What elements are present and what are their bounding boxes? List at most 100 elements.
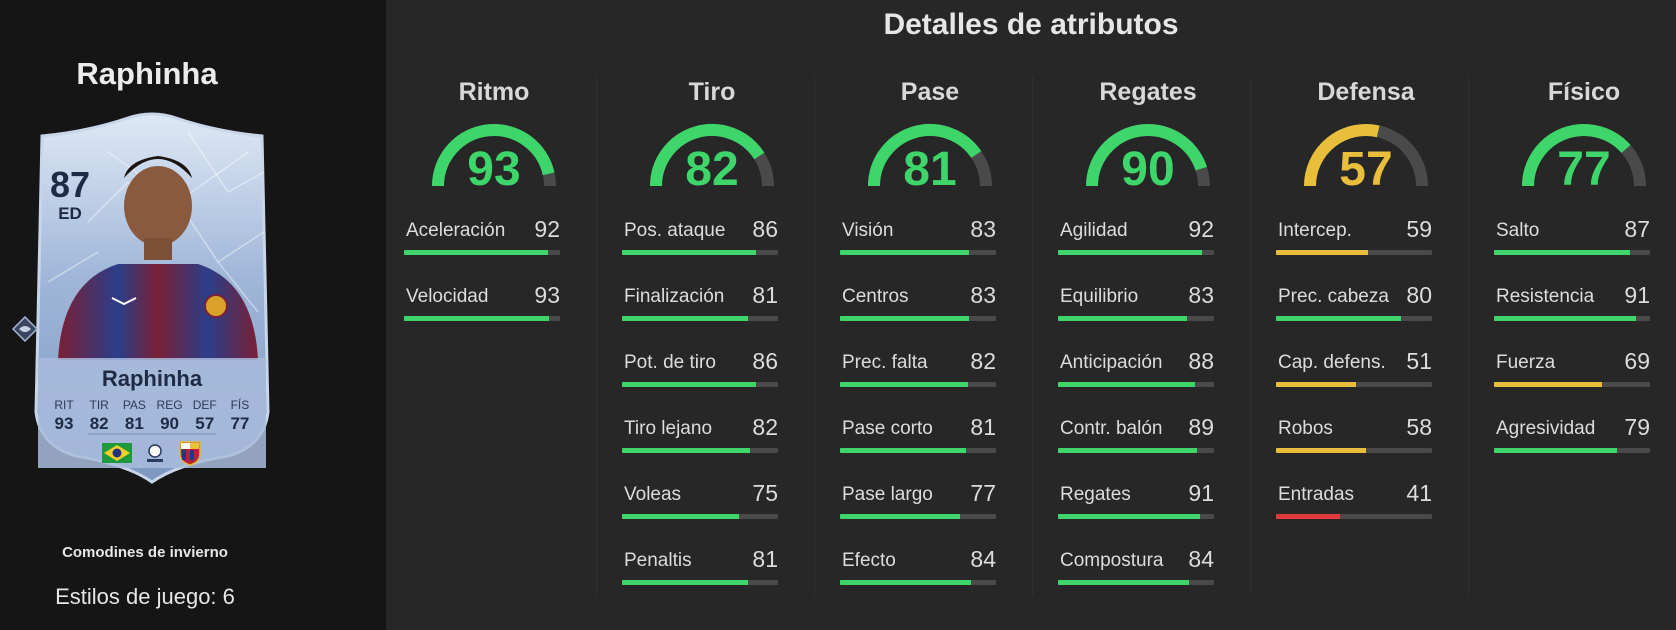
category-regates: Regates 90 Agilidad 92 Equilibrio 83 Anticipac… xyxy=(1048,68,1248,598)
attribute-name: Resistencia xyxy=(1496,286,1595,307)
attribute-intercep: Intercep. 59 xyxy=(1276,216,1434,260)
attribute-bar xyxy=(1494,448,1650,453)
card-stat-label: TIR xyxy=(89,398,109,412)
attribute-bar xyxy=(622,580,778,585)
player-name: Raphinha xyxy=(76,56,218,91)
attribute-bar-fill xyxy=(404,316,550,321)
attribute-tiro-lejano: Tiro lejano 82 xyxy=(622,414,780,458)
attribute-efecto: Efecto 84 xyxy=(840,546,998,590)
attribute-bar xyxy=(1494,250,1650,255)
category-title: Regates xyxy=(1099,78,1197,106)
playstyles-count[interactable]: Estilos de juego: 6 xyxy=(55,584,235,609)
attribute-value: 83 xyxy=(970,282,996,308)
attribute-bar-fill xyxy=(1276,382,1356,387)
promo-name: Comodines de invierno xyxy=(62,544,228,561)
brazil-flag-icon xyxy=(102,443,132,463)
card-stat-value: 90 xyxy=(160,414,180,433)
attribute-value: 81 xyxy=(970,414,996,440)
attribute-cap-defens: Cap. defens. 51 xyxy=(1276,348,1434,392)
attribute-bar-fill xyxy=(1276,250,1369,255)
category-rating: 82 xyxy=(685,143,739,196)
attribute-name: Efecto xyxy=(842,550,896,571)
attribute-bar xyxy=(1494,316,1650,321)
attribute-bar-fill xyxy=(840,448,967,453)
attribute-salto: Salto 87 xyxy=(1494,216,1652,260)
barcelona-crest-icon xyxy=(179,441,201,466)
rating-gauge xyxy=(1522,124,1646,187)
attribute-name: Tiro lejano xyxy=(624,418,713,439)
card-stat-value: 93 xyxy=(54,414,74,433)
attribute-finalizacion: Finalización 81 xyxy=(622,282,780,326)
attribute-pase-largo: Pase largo 77 xyxy=(840,480,998,524)
attribute-value: 84 xyxy=(970,546,996,572)
attribute-name: Equilibrio xyxy=(1060,286,1139,307)
attribute-bar-fill xyxy=(1276,514,1340,519)
attribute-name: Centros xyxy=(842,286,909,307)
gauge-fill xyxy=(1522,124,1631,187)
card-stat-fis: FÍS 77 xyxy=(224,398,256,434)
attribute-bar-fill xyxy=(1276,448,1367,453)
attribute-bar-fill xyxy=(622,316,749,321)
attribute-name: Anticipación xyxy=(1060,352,1163,373)
category-rating: 90 xyxy=(1121,143,1175,196)
attribute-centros: Centros 83 xyxy=(840,282,998,326)
attribute-bar xyxy=(840,382,996,387)
attribute-bar-fill xyxy=(1058,448,1197,453)
attribute-name: Pase corto xyxy=(842,418,933,439)
attribute-agilidad: Agilidad 92 xyxy=(1058,216,1216,260)
attribute-bar xyxy=(840,448,996,453)
attribute-value: 88 xyxy=(1188,348,1214,374)
card-stat-reg: REG 90 xyxy=(154,398,186,434)
player-card[interactable]: 87 ED Raphinha RIT 93 TIR 82 PAS 81 REG … xyxy=(28,112,276,484)
attribute-name: Agilidad xyxy=(1060,220,1128,241)
attribute-bar xyxy=(1276,316,1432,321)
attribute-bar-fill xyxy=(1494,316,1636,321)
attribute-name: Fuerza xyxy=(1496,352,1556,373)
category-rating: 77 xyxy=(1557,143,1611,196)
attribute-bar-fill xyxy=(622,580,749,585)
attribute-value: 59 xyxy=(1406,216,1432,242)
attribute-value: 75 xyxy=(752,480,778,506)
category-rating: 93 xyxy=(467,143,521,196)
attribute-name: Salto xyxy=(1496,220,1540,241)
attribute-name: Cap. defens. xyxy=(1278,352,1386,373)
category-rating: 57 xyxy=(1339,143,1393,196)
category-title: Ritmo xyxy=(458,78,530,106)
attribute-value: 77 xyxy=(970,480,996,506)
attribute-bar xyxy=(622,316,778,321)
gauge-fill xyxy=(432,124,555,187)
attribute-bar-fill xyxy=(1058,382,1196,387)
attribute-bar xyxy=(1058,382,1214,387)
card-stat-label: RIT xyxy=(54,398,74,412)
attribute-bar xyxy=(1058,250,1214,255)
card-stat-label: REG xyxy=(156,398,183,412)
attribute-bar-fill xyxy=(840,250,970,255)
category-pase: Pase 81 Visión 83 Centros 83 Prec. falta 82 Pase… xyxy=(830,68,1030,598)
attribute-bar-fill xyxy=(622,448,750,453)
attribute-bar-fill xyxy=(622,514,739,519)
column-divider xyxy=(596,76,597,596)
card-stat-value: 81 xyxy=(124,414,144,433)
attribute-anticipacion: Anticipación 88 xyxy=(1058,348,1216,392)
attribute-prec-cabeza: Prec. cabeza 80 xyxy=(1276,282,1434,326)
attribute-value: 51 xyxy=(1406,348,1432,374)
attribute-bar xyxy=(840,250,996,255)
attribute-name: Penaltis xyxy=(624,550,692,571)
attribute-fuerza: Fuerza 69 xyxy=(1494,348,1652,392)
attribute-regates: Regates 91 xyxy=(1058,480,1216,524)
category-title: Físico xyxy=(1547,78,1621,106)
category-fisico: Físico 77 Salto 87 Resistencia 91 Fuerza 69 Agre… xyxy=(1484,68,1676,598)
attribute-bar xyxy=(1276,250,1432,255)
attribute-bar xyxy=(1276,382,1432,387)
attribute-bar xyxy=(840,580,996,585)
attribute-value: 58 xyxy=(1406,414,1432,440)
attribute-bar xyxy=(1058,448,1214,453)
attribute-bar-fill xyxy=(1276,316,1401,321)
attribute-value: 91 xyxy=(1624,282,1650,308)
gauge-fill xyxy=(650,124,765,187)
rating-gauge xyxy=(650,124,774,187)
attribute-equilibrio: Equilibrio 83 xyxy=(1058,282,1216,326)
attribute-name: Robos xyxy=(1278,418,1333,439)
attribute-bar-fill xyxy=(1494,382,1602,387)
attribute-bar xyxy=(622,514,778,519)
